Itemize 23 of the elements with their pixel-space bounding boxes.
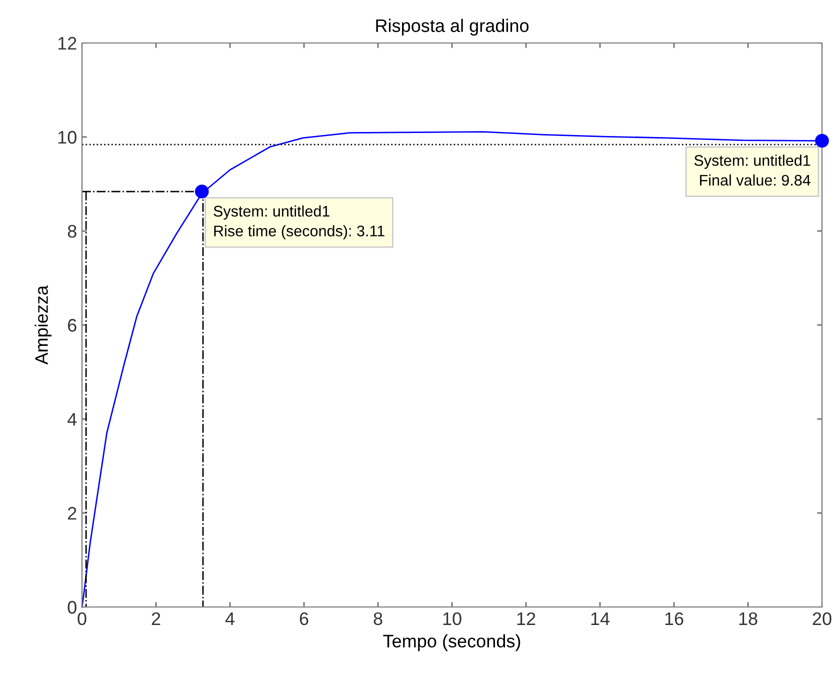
y-tick-label: 0: [68, 600, 76, 614]
x-axis-title: Tempo (seconds): [383, 634, 520, 652]
y-tick-label: 10: [58, 130, 76, 144]
y-tick-label: 12: [58, 36, 76, 50]
x-tick-label: 0: [78, 612, 86, 626]
y-tick-label: 6: [68, 318, 76, 332]
x-tick-label: 4: [225, 612, 234, 625]
x-tick-label: 14: [591, 612, 610, 625]
x-tick-label: 12: [517, 612, 536, 625]
y-axis-title: Ampiezza: [34, 285, 52, 365]
annotation: System: untitled1 Rise time (seconds): 3.11: [214, 205, 384, 240]
y-tick-label: 8: [68, 224, 76, 238]
x-tick-label: 10: [443, 612, 462, 626]
y-tick-label: 4: [68, 413, 77, 426]
x-tick-label: 8: [374, 612, 382, 626]
x-tick-label: 16: [665, 612, 684, 626]
x-tick-label: 18: [739, 612, 758, 626]
x-tick-label: 20: [812, 612, 832, 626]
x-tick-label: 6: [300, 612, 308, 626]
chart-title: Risposta al gradino: [376, 18, 529, 36]
annotation: System: untitled1 Final value: 9.84: [694, 154, 810, 186]
x-tick-label: 2: [152, 612, 160, 625]
y-tick-label: 2: [68, 506, 76, 520]
